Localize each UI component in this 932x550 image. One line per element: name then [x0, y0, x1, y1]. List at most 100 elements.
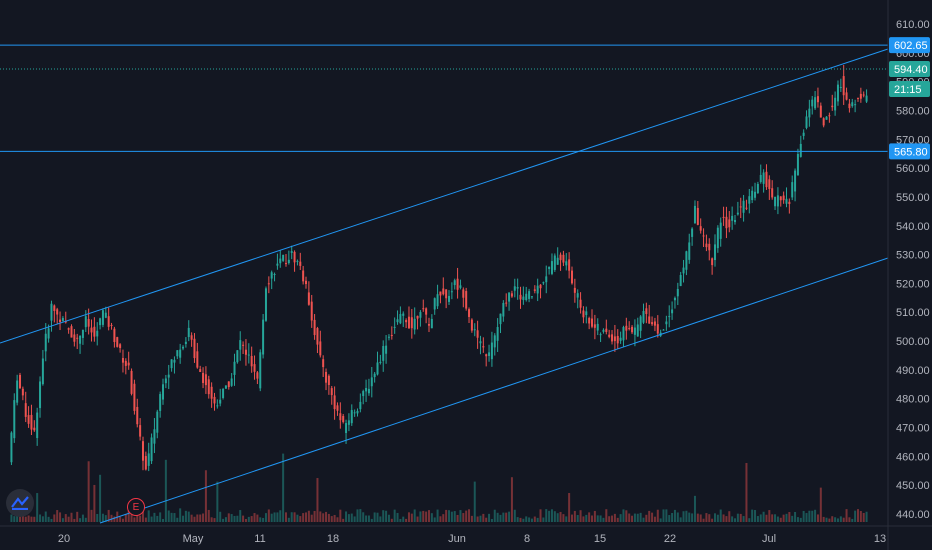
candle-body: [276, 263, 279, 266]
candle-body: [665, 321, 668, 325]
channel-lower-line[interactable]: [99, 257, 889, 524]
candle-body: [794, 170, 797, 192]
candle-body: [482, 346, 485, 348]
candle-body: [187, 327, 190, 338]
volume-bar: [262, 517, 265, 522]
candle-body: [219, 399, 222, 404]
volume-bar: [39, 514, 42, 522]
candle-body: [576, 293, 579, 298]
volume-bar: [59, 512, 62, 522]
candle-body: [702, 235, 705, 237]
candle-body: [141, 441, 144, 461]
candle-body: [127, 362, 130, 366]
candle-body: [410, 317, 413, 329]
level-label-upper-bg: [889, 37, 930, 54]
volume-bar: [751, 509, 754, 522]
candle-body: [24, 403, 27, 417]
volume-bar: [685, 510, 688, 522]
volume-bar: [282, 453, 285, 522]
volume-bar: [44, 511, 47, 522]
candle-body: [445, 289, 448, 299]
candle-body: [307, 292, 310, 305]
candle-body: [222, 389, 225, 398]
candle-body: [347, 420, 350, 425]
candle-body: [27, 415, 30, 424]
candle-body: [44, 333, 47, 352]
volume-bar: [162, 518, 165, 522]
volume-bar: [219, 511, 222, 522]
volume-bar: [568, 493, 571, 522]
candle-body: [696, 207, 699, 225]
candle-body: [64, 321, 67, 323]
candle-body: [542, 282, 545, 284]
price-tick-label: 460.00: [896, 451, 930, 463]
volume-bar: [393, 509, 396, 522]
candle-body: [485, 354, 488, 357]
price-tick-label: 530.00: [896, 250, 930, 262]
candle-body: [479, 341, 482, 344]
candle-body: [765, 171, 768, 188]
volume-bar: [87, 461, 90, 522]
candle-body: [393, 326, 396, 328]
horizontal-levels[interactable]: [0, 44, 888, 152]
volume-bar: [99, 474, 102, 522]
volume-bar: [530, 518, 533, 522]
volume-bar: [476, 516, 479, 522]
candle-body: [533, 289, 536, 291]
candle-body: [19, 374, 22, 389]
candle-body: [642, 310, 645, 323]
volume-bar: [242, 515, 245, 522]
volume-bar: [711, 518, 714, 522]
volume-bar: [702, 518, 705, 522]
candle-body: [599, 334, 602, 336]
trend-channel[interactable]: [0, 48, 889, 524]
candle-body: [296, 260, 299, 262]
candle-body: [164, 378, 167, 384]
candle-body: [622, 327, 625, 341]
price-tick-label: 550.00: [896, 192, 930, 204]
candle-body: [836, 84, 839, 102]
volume-bar: [84, 517, 87, 522]
volume-bar: [473, 481, 476, 522]
volume-bar: [605, 509, 608, 522]
volume-bar: [739, 513, 742, 522]
volume-bar: [573, 510, 576, 522]
candle-body: [636, 324, 639, 337]
volume-bar: [642, 517, 645, 522]
candle-body: [84, 316, 87, 328]
candle-body: [153, 429, 156, 444]
tradingview-logo-icon[interactable]: [6, 489, 34, 517]
candle-body: [302, 270, 305, 282]
volume-bar: [713, 513, 716, 522]
volume-bar: [196, 514, 199, 522]
candle-body: [299, 261, 302, 266]
earnings-marker-icon[interactable]: E: [127, 498, 145, 516]
volume-bar: [562, 514, 565, 522]
candle-body: [656, 324, 659, 334]
volume-bar: [253, 513, 256, 522]
price-axis[interactable]: 610.00600.00590.00580.00570.00560.00550.…: [887, 0, 930, 550]
candle-body: [822, 118, 825, 126]
price-tick-label: 500.00: [896, 336, 930, 348]
candle-body: [282, 254, 285, 261]
volume-bar: [182, 515, 185, 522]
channel-upper-line[interactable]: [0, 48, 889, 344]
candle-body: [327, 375, 330, 385]
volume-bar: [267, 509, 270, 522]
candle-body: [362, 391, 365, 397]
candle-body: [570, 270, 573, 284]
volume-bar: [665, 509, 668, 522]
candle-body: [459, 285, 462, 288]
time-axis[interactable]: 20 May 11 18 Jun 8 15 22 Jul 13: [0, 525, 932, 545]
volume-bar: [365, 515, 368, 522]
candle-body: [731, 215, 734, 221]
volume-bar: [485, 517, 488, 522]
volume-bar: [13, 516, 16, 522]
candle-body: [719, 222, 722, 239]
candle-body: [99, 318, 102, 326]
candle-body: [101, 310, 104, 325]
candle-body: [162, 384, 165, 400]
candle-body: [805, 116, 808, 128]
volume-bar: [296, 514, 299, 522]
